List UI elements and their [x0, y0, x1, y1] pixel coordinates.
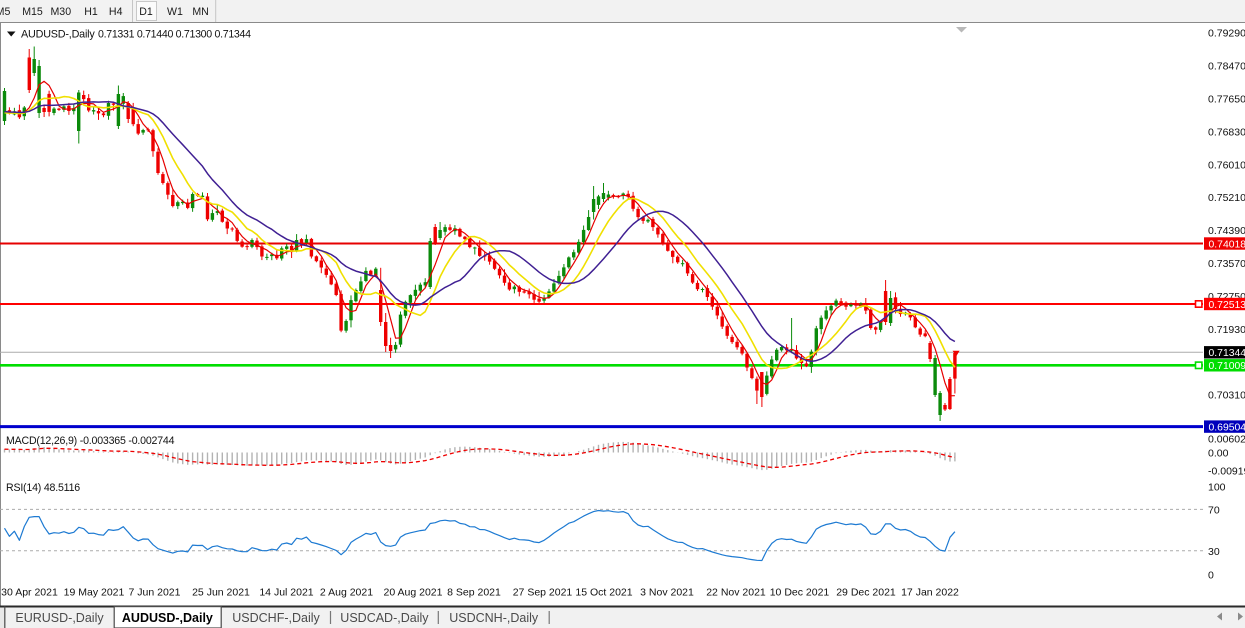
svg-text:0.74390: 0.74390	[1208, 225, 1245, 237]
svg-text:0.71331 0.71440 0.71300 0.7134: 0.71331 0.71440 0.71300 0.71344	[98, 29, 251, 41]
svg-text:100: 100	[1208, 482, 1226, 494]
svg-text:25 Jun 2021: 25 Jun 2021	[192, 587, 250, 599]
svg-text:2 Aug 2021: 2 Aug 2021	[320, 587, 373, 599]
svg-text:0.0060201: 0.0060201	[1208, 434, 1245, 446]
svg-text:M15: M15	[22, 6, 43, 18]
svg-text:0.72513: 0.72513	[1209, 300, 1245, 311]
svg-text:0.71344: 0.71344	[1209, 348, 1245, 359]
svg-text:17 Jan 2022: 17 Jan 2022	[901, 587, 959, 599]
svg-text:USDCAD-,Daily: USDCAD-,Daily	[340, 611, 429, 625]
svg-text:-0.0091975: -0.0091975	[1208, 466, 1245, 478]
svg-text:14 Jul 2021: 14 Jul 2021	[259, 587, 313, 599]
svg-text:15 Oct 2021: 15 Oct 2021	[575, 587, 632, 599]
svg-text:30 Apr 2021: 30 Apr 2021	[1, 587, 58, 599]
svg-text:H1: H1	[84, 6, 98, 18]
svg-text:20 Aug 2021: 20 Aug 2021	[384, 587, 443, 599]
svg-text:AUDUSD-,Daily: AUDUSD-,Daily	[122, 611, 213, 625]
svg-text:0.71930: 0.71930	[1208, 324, 1245, 336]
svg-text:MN: MN	[192, 6, 208, 18]
svg-text:70: 70	[1208, 504, 1220, 516]
svg-text:0.73570: 0.73570	[1208, 258, 1245, 270]
svg-text:22 Nov 2021: 22 Nov 2021	[706, 587, 766, 599]
svg-text:0.71009: 0.71009	[1209, 361, 1245, 372]
svg-text:27 Sep 2021: 27 Sep 2021	[513, 587, 573, 599]
svg-text:D1: D1	[139, 6, 153, 18]
svg-text:0.78470: 0.78470	[1208, 60, 1245, 72]
svg-text:19 May 2021: 19 May 2021	[64, 587, 125, 599]
svg-text:W1: W1	[167, 6, 183, 18]
svg-text:EURUSD-,Daily: EURUSD-,Daily	[15, 611, 104, 625]
svg-text:H4: H4	[109, 6, 123, 18]
svg-text:10 Dec 2021: 10 Dec 2021	[770, 587, 830, 599]
svg-text:M5: M5	[0, 6, 10, 18]
svg-text:0.70310: 0.70310	[1208, 390, 1245, 402]
svg-text:0.74018: 0.74018	[1209, 239, 1245, 250]
svg-text:0.75210: 0.75210	[1208, 192, 1245, 204]
svg-text:0.76830: 0.76830	[1208, 127, 1245, 139]
svg-text:RSI(14) 48.5116: RSI(14) 48.5116	[6, 482, 80, 494]
svg-text:0.79290: 0.79290	[1208, 27, 1245, 39]
svg-text:8 Sep 2021: 8 Sep 2021	[447, 587, 501, 599]
svg-text:0.00: 0.00	[1208, 448, 1229, 460]
svg-text:29 Dec 2021: 29 Dec 2021	[836, 587, 896, 599]
svg-text:0.77650: 0.77650	[1208, 94, 1245, 106]
svg-text:0.69504: 0.69504	[1209, 422, 1245, 433]
svg-text:M30: M30	[50, 6, 71, 18]
svg-text:0.76010: 0.76010	[1208, 160, 1245, 172]
svg-text:USDCHF-,Daily: USDCHF-,Daily	[232, 611, 320, 625]
svg-text:0: 0	[1208, 570, 1214, 582]
svg-text:7 Jun 2021: 7 Jun 2021	[129, 587, 181, 599]
svg-text:3 Nov 2021: 3 Nov 2021	[640, 587, 694, 599]
svg-text:AUDUSD-,Daily: AUDUSD-,Daily	[21, 29, 95, 41]
svg-text:USDCNH-,Daily: USDCNH-,Daily	[449, 611, 539, 625]
svg-text:30: 30	[1208, 546, 1220, 558]
svg-text:MACD(12,26,9) -0.003365 -0.002: MACD(12,26,9) -0.003365 -0.002744	[6, 435, 175, 447]
